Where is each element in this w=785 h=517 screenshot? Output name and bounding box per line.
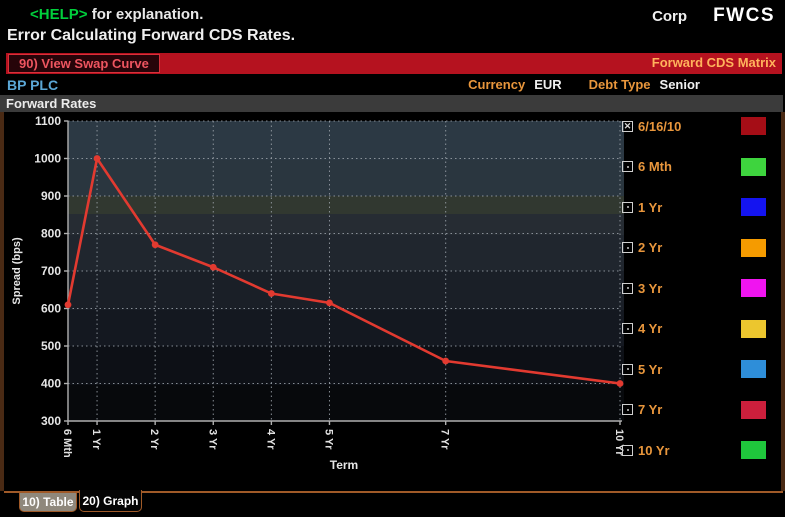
toolbar-red-bar: 90) View Swap Curve Forward CDS Matrix: [6, 53, 782, 74]
debt-type-value[interactable]: Senior: [659, 77, 700, 92]
legend-label: 4 Yr: [638, 321, 663, 336]
svg-text:900: 900: [41, 189, 61, 203]
legend-checkbox[interactable]: [622, 201, 633, 213]
color-swatch: [741, 157, 766, 176]
svg-text:1 Yr: 1 Yr: [90, 429, 102, 450]
svg-text:5 Yr: 5 Yr: [322, 429, 334, 450]
panel-title: Forward Rates: [6, 96, 97, 111]
legend-item[interactable]: 5 Yr: [622, 358, 780, 380]
legend-checkbox[interactable]: [622, 323, 633, 334]
legend-label: 5 Yr: [638, 361, 663, 377]
panel-border-right: [781, 112, 785, 491]
legend-checkbox[interactable]: [622, 161, 633, 172]
svg-text:Spread (bps): Spread (bps): [11, 237, 23, 305]
currency-value[interactable]: EUR: [534, 77, 562, 92]
legend-item[interactable]: 4 Yr: [622, 318, 780, 340]
legend-label: 2 Yr: [638, 240, 663, 255]
svg-text:1100: 1100: [35, 114, 61, 128]
corp-label: Corp: [652, 8, 688, 25]
help-keyword[interactable]: <HELP>: [30, 6, 88, 23]
color-swatch: [741, 400, 766, 419]
function-code: FWCS: [713, 5, 775, 26]
debt-type-label: Debt Type: [588, 77, 651, 92]
legend-checkbox[interactable]: [622, 363, 633, 375]
header-right: Corp FWCS: [652, 5, 775, 27]
legend-checkbox[interactable]: [622, 282, 633, 294]
color-swatch: [741, 117, 766, 135]
legend-label: 3 Yr: [638, 280, 663, 296]
panel-title-bar: Forward Rates: [0, 95, 783, 112]
color-swatch: [741, 360, 766, 378]
legend-item[interactable]: 2 Yr: [622, 237, 780, 259]
tab-graph[interactable]: 20) Graph: [79, 490, 142, 512]
svg-text:500: 500: [41, 339, 61, 353]
help-line: <HELP> for explanation.: [30, 6, 203, 23]
svg-text:600: 600: [41, 302, 61, 316]
svg-text:Term: Term: [330, 458, 358, 472]
error-message: Error Calculating Forward CDS Rates.: [7, 27, 296, 44]
color-swatch: [741, 319, 766, 338]
legend-label: 6/16/10: [638, 118, 682, 134]
legend-checkbox[interactable]: [622, 404, 633, 415]
currency-label: Currency: [468, 77, 526, 92]
legend-item[interactable]: ✕ 6/16/10: [622, 115, 780, 137]
help-text: for explanation.: [87, 6, 204, 23]
svg-text:700: 700: [41, 264, 61, 278]
security-name[interactable]: BP PLC: [7, 76, 59, 93]
legend-label: 1 Yr: [638, 199, 663, 215]
color-swatch: [741, 198, 766, 216]
security-row: BP PLC Currency EUR Debt Type Senior: [7, 75, 700, 94]
legend-checkbox[interactable]: [622, 444, 633, 456]
tab-border-line: [4, 491, 783, 493]
forward-rates-chart: 300 400 500 600 700 800 900 1000 1100 6 Mth 1 Yr 2 …: [11, 114, 625, 472]
svg-text:800: 800: [41, 227, 61, 241]
legend-item[interactable]: 7 Yr: [622, 399, 780, 421]
legend-item[interactable]: 10 Yr: [622, 439, 780, 461]
legend-item[interactable]: 3 Yr: [622, 277, 780, 299]
legend-item[interactable]: 1 Yr: [622, 196, 780, 218]
legend-checkbox[interactable]: ✕: [622, 120, 633, 132]
svg-text:6 Mth: 6 Mth: [61, 429, 73, 458]
svg-text:3 Yr: 3 Yr: [206, 429, 218, 450]
legend-label: 6 Mth: [638, 159, 672, 174]
view-swap-curve-button[interactable]: 90) View Swap Curve: [8, 54, 160, 73]
legend-label: 10 Yr: [638, 442, 670, 458]
legend-item[interactable]: 6 Mth: [622, 156, 780, 178]
color-swatch: [741, 441, 766, 459]
svg-text:1000: 1000: [34, 152, 61, 166]
color-swatch: [741, 238, 766, 257]
svg-text:7 Yr: 7 Yr: [439, 429, 451, 450]
chart-legend: ✕ 6/16/10 6 Mth 1 Yr 2 Yr 3 Yr 4 Yr 5 Yr: [622, 112, 780, 490]
svg-text:2 Yr: 2 Yr: [148, 429, 160, 450]
svg-text:400: 400: [41, 377, 61, 391]
tab-table[interactable]: 10) Table: [19, 493, 77, 512]
panel-border-left: [0, 112, 4, 491]
security-params: Currency EUR Debt Type Senior: [468, 77, 700, 92]
matrix-title: Forward CDS Matrix: [651, 55, 776, 70]
legend-label: 7 Yr: [638, 402, 663, 417]
color-swatch: [741, 279, 766, 297]
svg-text:4 Yr: 4 Yr: [264, 429, 276, 450]
legend-checkbox[interactable]: [622, 242, 633, 253]
svg-text:300: 300: [41, 414, 61, 428]
